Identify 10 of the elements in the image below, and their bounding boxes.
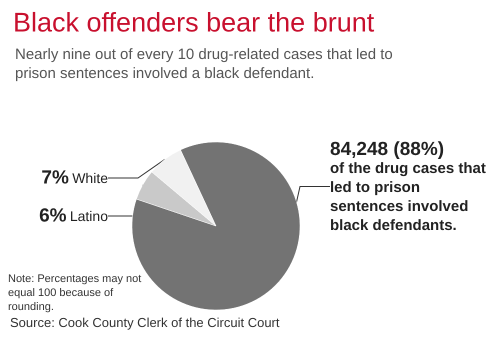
data-label: 6% (39, 206, 67, 226)
chart-subtitle: Nearly nine out of every 10 drug-related cases that led to prison sentences involved a black defendant. (15, 46, 393, 82)
source-note: Source: Cook County Clerk of the Circuit Court (10, 315, 280, 330)
chart-title: Black offenders bear the brunt (13, 8, 375, 38)
text: Note: Percentages may not equal 100 because of rounding. (8, 273, 142, 313)
data-label: 7% (41, 168, 69, 188)
slice-label: White (72, 170, 108, 186)
data-label: 84,248 (88%) (330, 139, 444, 160)
text: of the drug cases that led to prison sentences involved black defendants. (330, 160, 486, 234)
slice-label: Latino (70, 208, 108, 224)
